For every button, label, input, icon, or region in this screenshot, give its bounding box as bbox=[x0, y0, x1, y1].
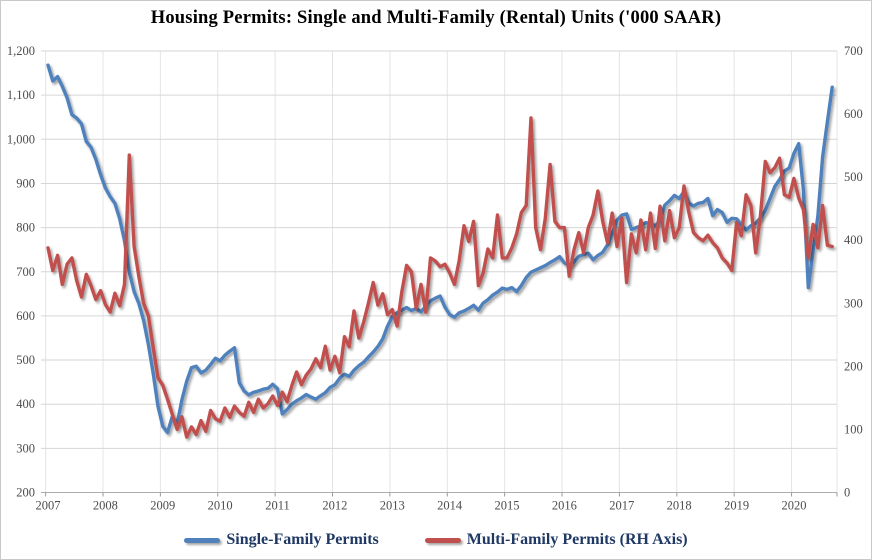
x-axis-year-label: 2008 bbox=[93, 499, 118, 513]
single-family-line bbox=[46, 63, 834, 435]
x-axis-year-label: 2013 bbox=[380, 499, 405, 513]
x-axis-year-label: 2017 bbox=[609, 499, 634, 513]
x-axis-year-label: 2010 bbox=[208, 499, 233, 513]
x-axis-year-label: 2020 bbox=[781, 499, 806, 513]
right-axis-tick-label: 400 bbox=[844, 233, 863, 247]
x-axis-year-label: 2011 bbox=[265, 499, 290, 513]
legend-item-multi-family: Multi-Family Permits (RH Axis) bbox=[424, 531, 688, 549]
left-axis-tick-label: 600 bbox=[16, 309, 35, 323]
x-axis-year-label: 2009 bbox=[150, 499, 175, 513]
single-family-swatch bbox=[184, 537, 221, 543]
right-axis-tick-label: 500 bbox=[844, 170, 863, 184]
x-axis-year-label: 2014 bbox=[437, 499, 463, 513]
legend-label-multi-family: Multi-Family Permits (RH Axis) bbox=[466, 531, 688, 548]
right-axis-tick-label: 300 bbox=[844, 296, 863, 310]
left-axis-tick-label: 200 bbox=[16, 486, 35, 500]
x-axis-year-label: 2015 bbox=[495, 499, 520, 513]
left-axis-tick-label: 900 bbox=[16, 176, 35, 190]
multi-family-swatch bbox=[424, 537, 461, 543]
left-axis-tick-label: 1,200 bbox=[7, 44, 35, 58]
x-axis-year-label: 2018 bbox=[667, 499, 692, 513]
left-axis-tick-label: 300 bbox=[16, 441, 35, 455]
left-axis-tick-label: 1,100 bbox=[7, 88, 35, 102]
left-axis-tick-label: 500 bbox=[16, 353, 35, 367]
left-axis-tick-label: 400 bbox=[16, 397, 35, 411]
x-axis-year-label: 2007 bbox=[36, 499, 61, 513]
right-axis-tick-label: 700 bbox=[844, 44, 863, 58]
left-axis-tick-label: 1,000 bbox=[7, 132, 35, 146]
legend-label-single-family: Single-Family Permits bbox=[226, 531, 379, 548]
left-axis-tick-label: 800 bbox=[16, 221, 35, 235]
right-axis-tick-label: 100 bbox=[844, 422, 863, 436]
multi-family-line bbox=[46, 116, 834, 439]
right-axis-tick-label: 0 bbox=[844, 486, 850, 500]
chart-title: Housing Permits: Single and Multi-Family… bbox=[150, 8, 722, 28]
legend-item-single-family: Single-Family Permits bbox=[184, 531, 379, 549]
right-axis-tick-label: 200 bbox=[844, 359, 863, 373]
chart-legend: Single-Family Permits Multi-Family Permi… bbox=[1, 531, 871, 549]
x-axis-year-label: 2019 bbox=[724, 499, 749, 513]
right-axis-tick-label: 600 bbox=[844, 107, 863, 121]
x-axis-year-label: 2012 bbox=[322, 499, 347, 513]
x-axis-year-label: 2016 bbox=[552, 499, 577, 513]
left-axis-tick-label: 700 bbox=[16, 265, 35, 279]
